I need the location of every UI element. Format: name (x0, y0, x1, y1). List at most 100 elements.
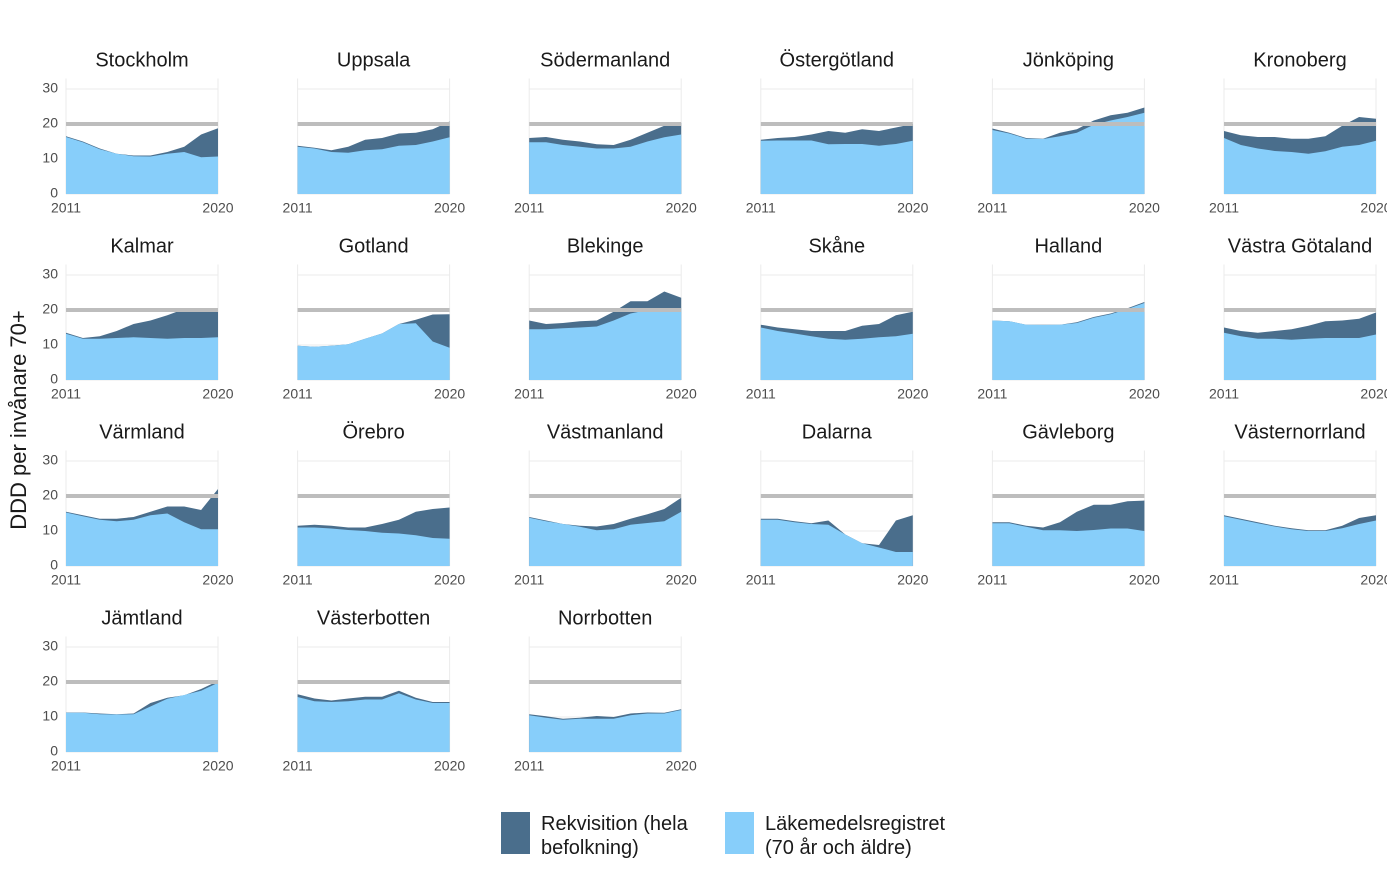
area (66, 333, 218, 380)
x-tick-label: 2011 (514, 200, 544, 216)
y-tick-label: 10 (42, 150, 58, 166)
x-tick-label: 2011 (1209, 386, 1239, 402)
area (529, 134, 682, 194)
legend-swatch (501, 812, 530, 854)
y-tick-label: 30 (42, 638, 58, 654)
legend-swatch (725, 812, 754, 854)
area (297, 527, 450, 566)
y-tick-label: 10 (42, 522, 58, 538)
area (992, 523, 1145, 566)
y-tick-label: 20 (42, 115, 58, 131)
y-tick-label: 0 (50, 743, 58, 759)
panel-title: Västra Götaland (1228, 235, 1373, 257)
x-tick-label: 2020 (1129, 386, 1160, 402)
panel-title: Halland (1034, 235, 1102, 257)
y-tick-label: 20 (42, 487, 58, 503)
chart: DDD per invånare 70+ Stockholm0102030201… (6, 49, 1387, 774)
x-tick-label: 2011 (283, 200, 313, 216)
panel-title: Södermanland (540, 49, 670, 71)
legend-label: Rekvisition (hela befolkning) (541, 813, 688, 859)
y-axis-label: DDD per invånare 70+ (6, 310, 31, 530)
panel-title: Dalarna (802, 421, 873, 443)
x-tick-label: 2020 (1129, 200, 1160, 216)
x-tick-label: 2020 (897, 200, 928, 216)
x-tick-label: 2020 (1360, 386, 1387, 402)
x-tick-label: 2011 (977, 572, 1007, 588)
x-tick-label: 2011 (514, 386, 544, 402)
legend: Rekvisition (hela befolkning) Läkemedels… (501, 812, 970, 860)
x-tick-label: 2020 (1360, 200, 1387, 216)
area (66, 512, 218, 566)
x-tick-label: 2011 (977, 386, 1007, 402)
area (529, 511, 682, 566)
x-tick-label: 2011 (51, 572, 81, 588)
x-tick-label: 2011 (746, 572, 776, 588)
panel-title: Västerbotten (317, 607, 430, 629)
y-tick-label: 10 (42, 708, 58, 724)
x-tick-label: 2011 (283, 572, 313, 588)
y-tick-label: 0 (50, 557, 58, 573)
y-tick-label: 10 (42, 336, 58, 352)
x-tick-label: 2020 (666, 758, 697, 774)
x-tick-label: 2020 (1129, 572, 1160, 588)
panel-title: Skåne (808, 235, 865, 257)
area (1224, 138, 1376, 194)
panel-title: Uppsala (337, 49, 411, 71)
x-tick-label: 2020 (202, 386, 233, 402)
legend-label: Läkemedelsregistret (70 år och äldre) (765, 813, 946, 859)
area (760, 327, 913, 380)
x-tick-label: 2011 (283, 758, 313, 774)
x-tick-label: 2011 (514, 572, 544, 588)
x-tick-label: 2020 (202, 200, 233, 216)
x-tick-label: 2020 (666, 572, 697, 588)
x-tick-label: 2011 (51, 758, 81, 774)
x-tick-label: 2011 (283, 386, 313, 402)
y-tick-label: 30 (42, 266, 58, 282)
x-tick-label: 2020 (434, 572, 465, 588)
x-tick-label: 2011 (1209, 572, 1239, 588)
panel-title: Gotland (339, 235, 409, 257)
panel-title: Blekinge (567, 235, 644, 257)
x-tick-label: 2020 (666, 386, 697, 402)
panel-title: Kalmar (110, 235, 174, 257)
x-tick-label: 2020 (202, 758, 233, 774)
x-tick-label: 2020 (897, 386, 928, 402)
panel-title: Örebro (342, 421, 404, 443)
y-tick-label: 30 (42, 80, 58, 96)
x-tick-label: 2020 (434, 758, 465, 774)
legend-item: Rekvisition (hela befolkning) (501, 812, 713, 860)
area (529, 310, 682, 380)
x-tick-label: 2020 (434, 386, 465, 402)
x-tick-label: 2011 (746, 386, 776, 402)
x-tick-label: 2011 (51, 200, 81, 216)
x-tick-label: 2020 (897, 572, 928, 588)
area (760, 140, 913, 194)
x-tick-label: 2011 (977, 200, 1007, 216)
x-tick-label: 2011 (746, 200, 776, 216)
x-tick-label: 2020 (1360, 572, 1387, 588)
x-tick-label: 2011 (514, 758, 544, 774)
y-tick-label: 0 (50, 185, 58, 201)
x-tick-label: 2011 (51, 386, 81, 402)
area (66, 136, 218, 194)
panel-title: Västernorrland (1234, 421, 1365, 443)
x-tick-label: 2020 (434, 200, 465, 216)
panel-title: Västmanland (547, 421, 664, 443)
area (529, 710, 682, 752)
x-tick-label: 2011 (1209, 200, 1239, 216)
panel-title: Jämtland (101, 607, 182, 629)
x-tick-label: 2020 (202, 572, 233, 588)
panel-title: Kronoberg (1253, 49, 1346, 71)
panel-title: Stockholm (95, 49, 188, 71)
y-tick-label: 0 (50, 371, 58, 387)
area (297, 323, 450, 380)
area (992, 112, 1145, 194)
panel-title: Östergötland (780, 49, 895, 71)
y-tick-label: 20 (42, 301, 58, 317)
area (1224, 516, 1376, 566)
area (760, 519, 913, 566)
area (297, 693, 450, 752)
panel-title: Gävleborg (1022, 421, 1114, 443)
x-tick-label: 2020 (666, 200, 697, 216)
